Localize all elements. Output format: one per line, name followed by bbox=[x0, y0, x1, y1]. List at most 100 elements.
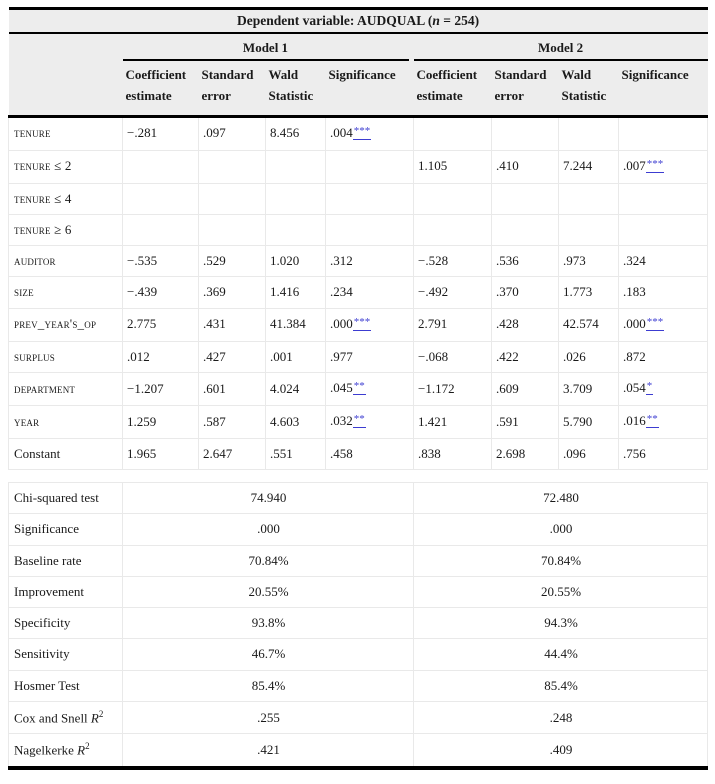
summary-row-label: Chi-squared test bbox=[8, 482, 123, 515]
m1-coef-value bbox=[122, 182, 199, 215]
r-symbol: R bbox=[77, 742, 86, 758]
spacer-cell bbox=[8, 469, 708, 483]
m2-sig-value: .007*** bbox=[617, 149, 709, 184]
coefficient-row: department −1.207.601 4.024.045** −1.172.60… bbox=[8, 371, 709, 406]
table-title-row: Dependent variable: AUDQUAL (n = 254) bbox=[8, 8, 708, 34]
m2-stderr-value bbox=[491, 213, 559, 247]
m2-coef-value: 1.421 bbox=[413, 404, 492, 439]
empty-corner-cell bbox=[8, 33, 123, 61]
row-label: tenure ≤ 2 bbox=[8, 149, 123, 184]
m2-coef-value: −.068 bbox=[413, 340, 492, 373]
empty-label-header bbox=[8, 61, 123, 118]
m2-summary-value: 44.4% bbox=[412, 638, 709, 671]
m1-coef-value: 2.775 bbox=[122, 307, 199, 342]
m2-wald-value: .026 bbox=[558, 340, 619, 373]
m2-coef-value bbox=[413, 115, 492, 151]
m2-wald-value: 3.709 bbox=[558, 371, 619, 406]
m2-coef-value bbox=[413, 182, 492, 215]
model-2-label: Model 2 bbox=[413, 34, 708, 61]
m2-sig-value bbox=[617, 213, 709, 247]
m1-summary-value: 85.4% bbox=[122, 669, 414, 702]
table-header: Dependent variable: AUDQUAL (n = 254) Mo… bbox=[8, 8, 708, 118]
m1-coef-value: 1.259 bbox=[122, 404, 199, 439]
summary-row-label: Baseline rate bbox=[8, 544, 123, 577]
m1-wald-value: 41.384 bbox=[265, 307, 326, 342]
m2-stderr-value bbox=[491, 182, 559, 215]
m1-sig-value bbox=[325, 182, 414, 215]
m1-sig-value: .458 bbox=[325, 437, 414, 471]
title-suffix: = 254) bbox=[439, 13, 480, 28]
m1-wald-value: 4.024 bbox=[265, 371, 326, 406]
m2-wald-value: 1.773 bbox=[558, 276, 619, 309]
m2-summary-value: 72.480 bbox=[412, 482, 709, 515]
m2-stderr-value: .428 bbox=[491, 307, 559, 342]
m1-coef-value bbox=[122, 149, 199, 184]
m1-summary-value: 93.8% bbox=[122, 607, 414, 640]
m2-wald-value bbox=[558, 115, 619, 151]
significance-stars-link[interactable]: ** bbox=[352, 380, 366, 395]
m2-stderr-value: .422 bbox=[491, 340, 559, 373]
m2-coefficient-header: Coefficient estimate bbox=[413, 61, 492, 118]
summary-row-label: Improvement bbox=[8, 575, 123, 609]
row-label: size bbox=[8, 276, 123, 309]
m1-wald-header: Wald Statistic bbox=[265, 61, 326, 118]
m1-coef-value: −.439 bbox=[122, 276, 199, 309]
m2-wald-value: .973 bbox=[558, 245, 619, 278]
m1-wald-value: .551 bbox=[265, 437, 326, 471]
m1-stderror-header: Standard error bbox=[198, 61, 266, 118]
summary-row-label: Sensitivity bbox=[8, 638, 123, 671]
m2-coef-value: 1.105 bbox=[413, 149, 492, 184]
m1-stderr-value bbox=[198, 149, 266, 184]
row-label: department bbox=[8, 371, 123, 406]
m1-stderr-value bbox=[198, 182, 266, 215]
r-symbol: R bbox=[90, 710, 99, 726]
m2-sig-value: .183 bbox=[617, 276, 709, 309]
m1-summary-value: 46.7% bbox=[122, 638, 414, 671]
m2-wald-value: 7.244 bbox=[558, 149, 619, 184]
coefficient-row: size −.439.369 1.416.234 −.492.370 1.773.183 bbox=[8, 276, 709, 309]
m2-sig-value bbox=[617, 115, 709, 151]
summary-row-label: Specificity bbox=[8, 607, 123, 640]
m2-sig-value: .872 bbox=[617, 340, 709, 373]
row-label: tenure ≤ 4 bbox=[8, 182, 123, 215]
section-spacer bbox=[8, 469, 708, 483]
m1-sig-value: .004*** bbox=[325, 115, 414, 151]
summary-row: Improvement 20.55% 20.55% bbox=[8, 575, 709, 609]
significance-stars-link[interactable]: *** bbox=[352, 316, 372, 331]
significance-stars-link[interactable]: *** bbox=[645, 158, 665, 173]
m1-sig-value: .000*** bbox=[325, 307, 414, 342]
summary-row: Sensitivity 46.7% 44.4% bbox=[8, 638, 709, 671]
m1-wald-value: 1.020 bbox=[265, 245, 326, 278]
m1-stderr-value bbox=[198, 213, 266, 247]
m2-coef-value: −.528 bbox=[413, 245, 492, 278]
row-label: tenure ≥ 6 bbox=[8, 213, 123, 247]
significance-stars-link[interactable]: *** bbox=[352, 125, 372, 140]
m1-sig-value: .045** bbox=[325, 371, 414, 406]
m1-coef-value: −.281 bbox=[122, 115, 199, 151]
model-fit-summary-section: Chi-squared test 74.940 72.480 Significance… bbox=[8, 482, 709, 769]
m1-stderr-value: .601 bbox=[198, 371, 266, 406]
significance-stars-link[interactable]: ** bbox=[352, 413, 366, 428]
summary-row-label: Nagelkerke R2 bbox=[8, 733, 123, 769]
m2-summary-value: 70.84% bbox=[412, 544, 709, 577]
m1-coef-value bbox=[122, 213, 199, 247]
significance-stars-link[interactable]: ** bbox=[645, 413, 659, 428]
m2-summary-value: .000 bbox=[412, 513, 709, 546]
m2-stderr-value: .370 bbox=[491, 276, 559, 309]
model-1-label: Model 1 bbox=[122, 34, 409, 61]
squared-exponent: 2 bbox=[98, 708, 104, 719]
m1-coef-value: 1.965 bbox=[122, 437, 199, 471]
m2-coef-value: −1.172 bbox=[413, 371, 492, 406]
m1-wald-value: .001 bbox=[265, 340, 326, 373]
row-label: tenure bbox=[8, 115, 123, 151]
significance-stars-link[interactable]: *** bbox=[645, 316, 665, 331]
summary-row: Baseline rate 70.84% 70.84% bbox=[8, 544, 709, 577]
m2-summary-value: 94.3% bbox=[412, 607, 709, 640]
m1-coef-value: .012 bbox=[122, 340, 199, 373]
significance-stars-link[interactable]: * bbox=[645, 380, 654, 395]
title-n-variable: n bbox=[432, 13, 440, 28]
m2-coef-value bbox=[413, 213, 492, 247]
coefficient-row: year 1.259.587 4.603.032** 1.421.591 5.790.0… bbox=[8, 404, 709, 439]
coefficient-row: tenure ≥ 6 bbox=[8, 213, 709, 247]
m1-summary-value: .000 bbox=[122, 513, 414, 546]
